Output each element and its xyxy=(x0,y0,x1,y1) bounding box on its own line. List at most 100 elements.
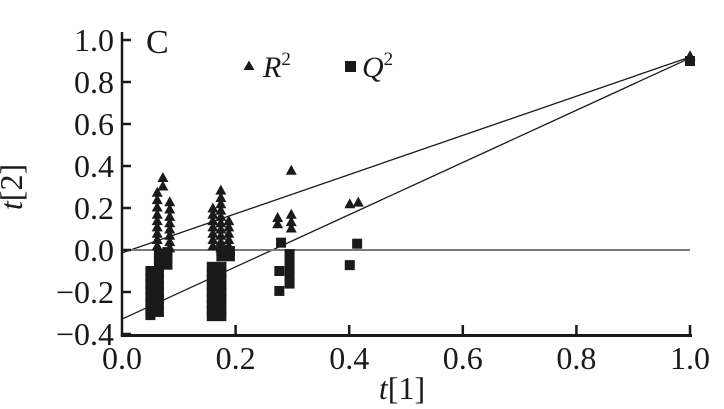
q2-point xyxy=(206,261,217,272)
q2-point xyxy=(153,249,164,260)
q2-point xyxy=(224,246,235,257)
y-tick-labels: 1.0 0.8 0.6 0.4 0.2 0.0 −0.2 −0.4 xyxy=(56,22,114,352)
r2-point xyxy=(164,229,176,240)
r2-point xyxy=(207,234,219,244)
y-tick-label: −0.2 xyxy=(56,274,114,310)
x-tick-label: 0.6 xyxy=(443,340,483,376)
q2-point xyxy=(145,310,156,321)
q2-point xyxy=(145,303,156,314)
q2-point xyxy=(216,274,227,285)
r2-point xyxy=(151,194,163,205)
r2-point xyxy=(207,202,219,213)
r2-point xyxy=(164,236,176,247)
r2-point xyxy=(207,227,219,238)
y-axis-ticks xyxy=(122,38,131,336)
r2-point xyxy=(207,215,219,226)
x-tick-label: 1.0 xyxy=(670,340,710,376)
y-tick-label: 0.2 xyxy=(74,190,114,226)
q2-point xyxy=(216,261,227,272)
r2-point xyxy=(215,210,227,221)
q2-point xyxy=(216,311,227,322)
x-axis-title: t[1] xyxy=(379,370,425,406)
q2-point xyxy=(153,299,164,310)
r2-point xyxy=(223,234,235,244)
q2-point xyxy=(145,284,156,295)
q2-point xyxy=(162,253,173,264)
q2-point xyxy=(216,293,227,304)
r2-point xyxy=(344,198,356,209)
y-tick-label: 0.0 xyxy=(74,232,114,268)
r2-point xyxy=(157,172,169,183)
q2-point xyxy=(216,299,227,310)
r2-point xyxy=(207,240,219,251)
q2-point xyxy=(216,305,227,316)
r2-point xyxy=(151,215,163,226)
q2-point xyxy=(145,291,156,302)
q2-point xyxy=(206,311,217,322)
panel-label: C xyxy=(146,24,169,61)
q2-point xyxy=(153,274,164,285)
legend-q2-label: Q2 xyxy=(362,49,393,84)
r2-point xyxy=(215,192,227,202)
r2-point xyxy=(285,208,297,219)
q2-point xyxy=(145,297,156,308)
r2-point xyxy=(164,196,176,207)
q2-point xyxy=(224,251,235,262)
legend-r2-triangle-icon xyxy=(243,60,255,70)
q2-point xyxy=(153,306,164,317)
q2-point xyxy=(352,238,363,249)
q2-point xyxy=(153,287,164,297)
r2-point xyxy=(215,204,227,215)
r2-point xyxy=(223,215,235,226)
x-tick-label: 0.2 xyxy=(216,340,256,376)
x-tick-label: 0.4 xyxy=(329,340,369,376)
r2-point xyxy=(164,223,176,234)
y-tick-label: 1.0 xyxy=(74,22,114,58)
q2-point xyxy=(153,293,164,304)
q2-point xyxy=(206,280,217,291)
q2-point xyxy=(206,274,217,285)
r2-point xyxy=(151,201,163,212)
q2-point xyxy=(276,237,287,248)
q2-point xyxy=(284,271,295,282)
q2-point xyxy=(344,260,355,271)
q2-point xyxy=(206,293,217,304)
q2-point xyxy=(153,261,164,272)
q2-point xyxy=(274,285,285,296)
y-tick-label: −0.4 xyxy=(56,316,114,352)
legend-r2-label: R2 xyxy=(262,49,291,84)
x-tick-label: 0.0 xyxy=(102,340,142,376)
r2-point xyxy=(352,196,364,207)
r2-point xyxy=(164,203,176,214)
q2-point xyxy=(153,280,164,291)
r2-point xyxy=(223,221,235,232)
q2-point xyxy=(284,278,295,289)
q2-point xyxy=(685,56,695,66)
r2-point xyxy=(207,208,219,219)
q2-point xyxy=(216,246,227,257)
r2-point xyxy=(215,184,227,195)
x-tick-labels: 0.0 0.2 0.4 0.6 0.8 1.0 xyxy=(102,340,710,376)
r2-point xyxy=(285,222,297,233)
q2-point xyxy=(216,280,227,291)
q2-point xyxy=(153,268,164,279)
r2-point xyxy=(151,208,163,219)
y-axis-title: t[2] xyxy=(0,164,29,210)
q2-point xyxy=(162,247,173,258)
r2-point xyxy=(151,234,163,244)
r2-point xyxy=(157,180,169,191)
legend-q2-square-icon xyxy=(345,61,356,72)
r2-point xyxy=(151,186,163,197)
q2-point xyxy=(153,255,164,266)
r2-point xyxy=(151,227,163,238)
data-points xyxy=(145,50,696,322)
y-tick-label: 0.8 xyxy=(74,64,114,100)
y-tick-label: 0.6 xyxy=(74,106,114,142)
r2-point xyxy=(215,198,227,209)
x-axis-ticks xyxy=(234,325,692,334)
r2-point xyxy=(272,218,284,229)
y-tick-label: 0.4 xyxy=(74,148,114,184)
q2-point xyxy=(206,287,217,297)
